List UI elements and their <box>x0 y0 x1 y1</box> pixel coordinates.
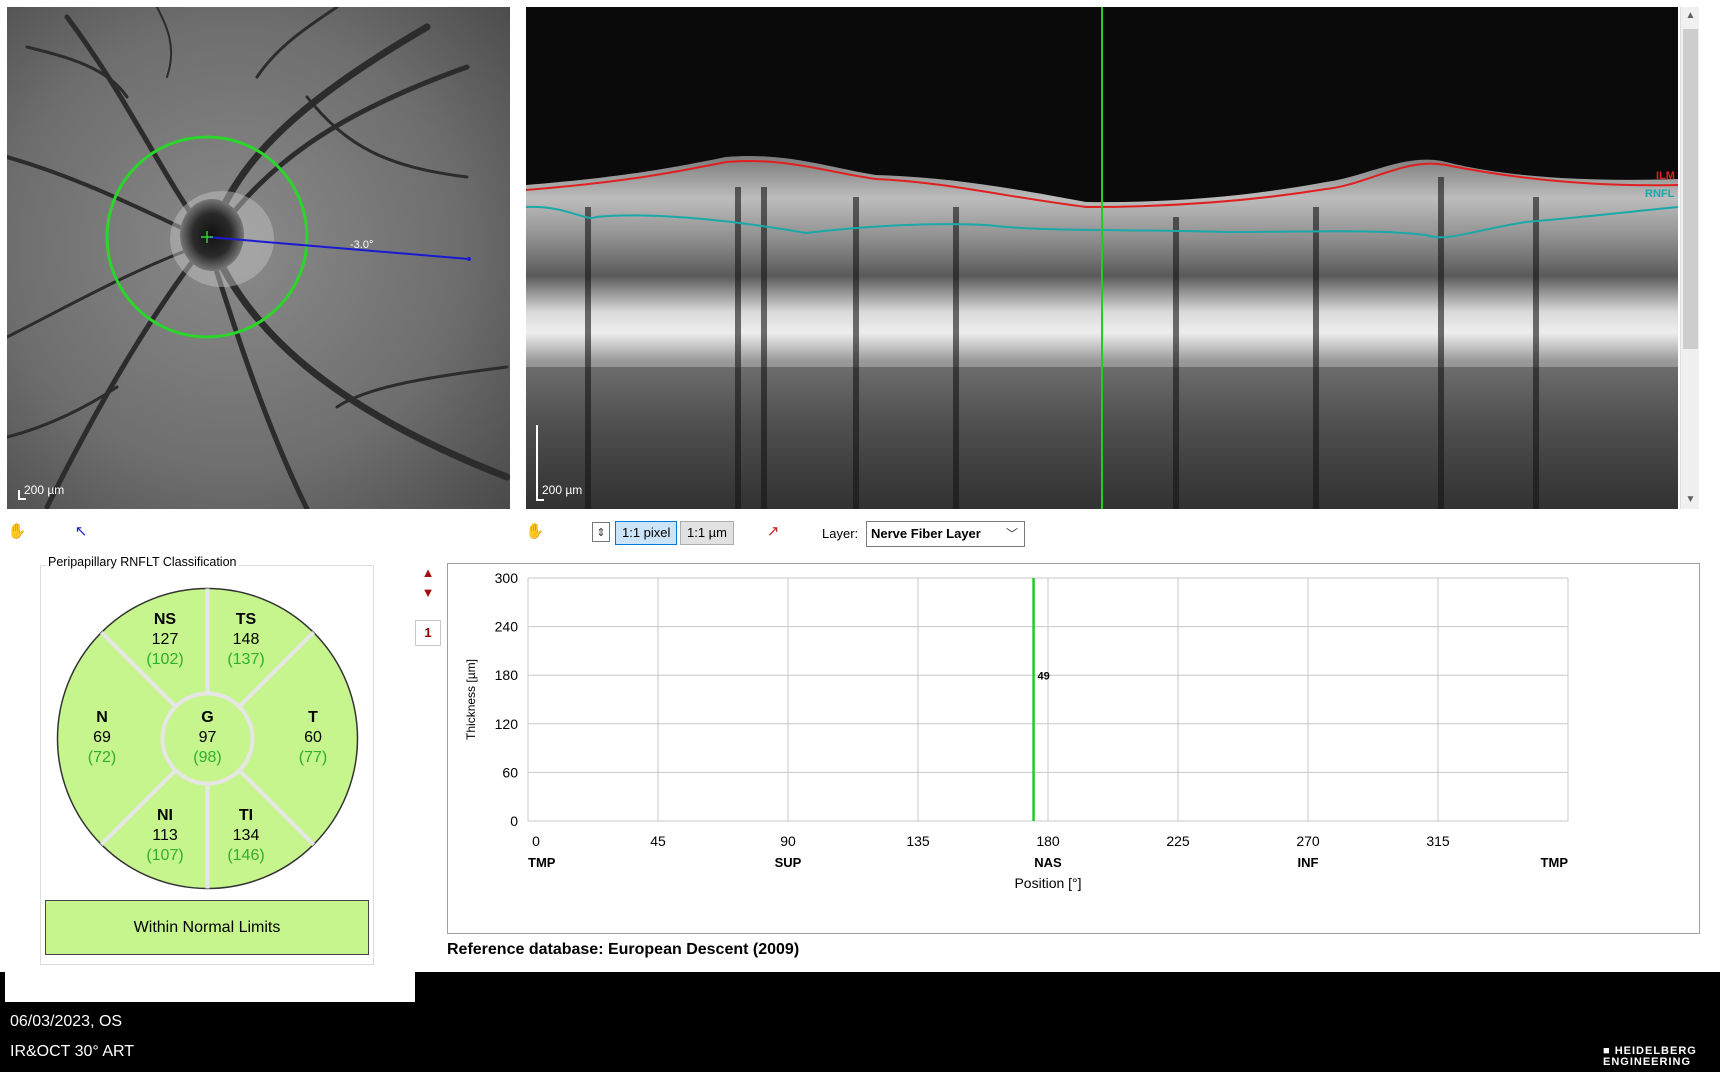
fundus-pointer-tool-icon[interactable]: ↖ <box>74 523 88 540</box>
chevron-down-icon: ﹀ <box>1005 527 1018 541</box>
x-tick-label: 225 <box>1166 833 1190 849</box>
sector-ti-name: TI <box>239 807 253 824</box>
region-label: SUP <box>775 855 802 870</box>
sector-ns-value: 127 <box>152 631 179 648</box>
x-tick-label: 135 <box>906 833 930 849</box>
sector-ni-name: NI <box>157 807 173 824</box>
thickness-chart[interactable]: 0 60 120 180 240 300 0 45 90 135 180 225 270 315 49 TMP… <box>448 564 1699 933</box>
y-tick-label: 300 <box>495 570 519 586</box>
x-axis-label: Position [°] <box>1014 875 1081 891</box>
exam-type: IR&OCT 30° ART <box>10 1043 135 1060</box>
x-tick-label: 270 <box>1296 833 1320 849</box>
fundus-scale-bar-v <box>18 490 20 500</box>
sector-t-ref: (77) <box>299 749 327 766</box>
scroll-up-arrow-icon[interactable]: ▲ <box>1685 10 1696 21</box>
region-label: NAS <box>1034 855 1062 870</box>
x-tick-label: 0 <box>532 833 540 849</box>
fit-height-icon[interactable]: ⇕ <box>592 522 610 542</box>
layer-select[interactable]: Nerve Fiber Layer ﹀ <box>866 521 1025 547</box>
reference-database-label: Reference database: European Descent (20… <box>447 941 800 958</box>
sector-wheel: NS 127 (102) TS 148 (137) N 69 (72) G 97… <box>56 587 359 890</box>
fundus-image <box>7 7 510 509</box>
page-down-arrow-icon[interactable]: ▼ <box>421 585 435 600</box>
region-label: INF <box>1298 855 1319 870</box>
region-label: TMP <box>528 855 556 870</box>
bscan-image-panel[interactable]: ILM RNFL 200 µm <box>526 7 1678 509</box>
rnfl-segmentation-line[interactable] <box>526 205 1678 239</box>
y-tick-label: 240 <box>495 619 519 635</box>
sector-ti-value: 134 <box>233 827 260 844</box>
fundus-scale-label: 200 µm <box>24 483 65 497</box>
bscan-scale-label: 200 µm <box>542 483 583 497</box>
scan-angle-label: -3.0° <box>350 239 374 251</box>
y-axis-label: Thickness [µm] <box>464 659 478 740</box>
fundus-scale-bar-h <box>18 498 26 500</box>
y-tick-label: 120 <box>495 716 519 732</box>
sector-n-value: 69 <box>93 729 111 746</box>
x-tick-label: 180 <box>1036 833 1060 849</box>
layer-select-value: Nerve Fiber Layer <box>871 526 981 541</box>
ilm-label: ILM <box>1656 170 1675 182</box>
x-tick-label: 90 <box>780 833 796 849</box>
sector-ts-value: 148 <box>233 631 260 648</box>
classification-title: Peripapillary RNFLT Classification <box>46 555 239 569</box>
rnfl-label: RNFL <box>1645 188 1675 200</box>
bscan-pan-hand-icon[interactable]: ✋ <box>525 523 545 540</box>
one-to-one-pixel-button[interactable]: 1:1 pixel <box>615 521 678 545</box>
sector-g-value: 97 <box>199 729 217 746</box>
y-tick-label: 0 <box>510 813 518 829</box>
sector-g-name: G <box>201 709 213 726</box>
sector-n-name: N <box>96 709 108 726</box>
exam-date-eye: 06/03/2023, OS <box>10 1013 123 1030</box>
layer-label: Layer: <box>822 526 859 541</box>
sector-ns-ref: (102) <box>146 651 183 668</box>
sector-ni-ref: (107) <box>146 847 183 864</box>
sector-ts-ref: (137) <box>227 651 264 668</box>
region-label: TMP <box>1541 855 1569 870</box>
sector-n-ref: (72) <box>88 749 116 766</box>
sector-ns-name: NS <box>154 611 177 628</box>
scan-circle[interactable] <box>105 135 309 339</box>
layer-edit-tool-icon[interactable]: ↗ <box>766 523 780 540</box>
sector-g-ref: (98) <box>193 749 221 766</box>
y-tick-label: 60 <box>502 764 518 780</box>
sector-t-name: T <box>308 709 318 726</box>
vessel-shadows <box>585 177 1539 509</box>
retinal-vessels <box>7 7 510 509</box>
y-tick-label: 180 <box>495 667 519 683</box>
page-up-arrow-icon[interactable]: ▲ <box>421 565 435 580</box>
bscan-scale-bar-h <box>536 499 544 501</box>
sector-ti-ref: (146) <box>227 847 264 864</box>
sector-t-value: 60 <box>304 729 322 746</box>
scan-start-marker[interactable] <box>467 257 471 261</box>
fundus-image-panel[interactable]: -3.0° 200 µm <box>7 7 510 509</box>
heidelberg-logo: ■ HEIDELBERG ENGINEERING <box>1603 1045 1697 1068</box>
ilm-segmentation-line[interactable] <box>526 160 1678 209</box>
scan-start-line[interactable] <box>206 236 470 260</box>
patient-info-strip <box>5 972 415 1002</box>
bscan-scale-bar-v <box>536 425 538 501</box>
classification-result-badge: Within Normal Limits <box>45 900 369 955</box>
fundus-pan-hand-icon[interactable]: ✋ <box>7 523 27 540</box>
bscan-image: ILM RNFL <box>526 7 1678 509</box>
optic-disc <box>180 199 244 271</box>
bscan-scrollbar[interactable]: ▲ ▼ <box>1680 7 1699 509</box>
cursor-value-label: 49 <box>1038 670 1050 682</box>
scroll-thumb[interactable] <box>1683 29 1698 349</box>
x-tick-label: 45 <box>650 833 666 849</box>
page-number[interactable]: 1 <box>415 620 441 646</box>
thickness-chart-frame: 0 60 120 180 240 300 0 45 90 135 180 225 270 315 49 TMP… <box>447 563 1700 934</box>
one-to-one-um-button[interactable]: 1:1 µm <box>680 521 735 545</box>
x-tick-label: 315 <box>1426 833 1450 849</box>
scroll-down-arrow-icon[interactable]: ▼ <box>1685 494 1696 505</box>
sector-ts-name: TS <box>236 611 257 628</box>
sector-ni-value: 113 <box>152 827 178 844</box>
